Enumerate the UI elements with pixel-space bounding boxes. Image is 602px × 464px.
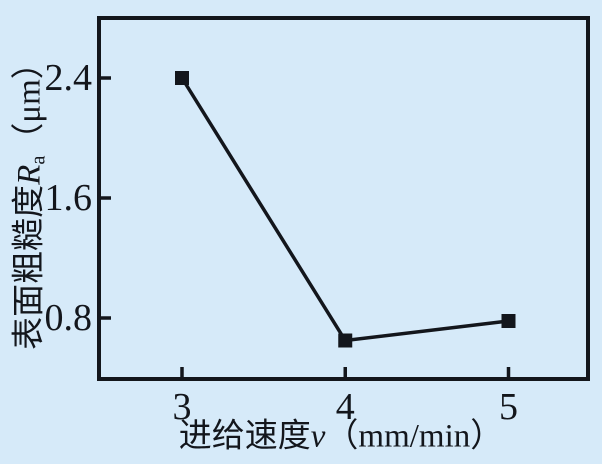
x-axis-title: 进给速度v（mm/min） <box>178 418 504 455</box>
y-tick-label: 2.4 <box>44 57 93 99</box>
y-axis-title: 表面粗糙度Ra（μm） <box>11 46 50 350</box>
plot-area <box>97 16 590 381</box>
x-axis-title-text: 进给速度 <box>178 418 311 455</box>
y-tick-label: 0.8 <box>44 297 93 339</box>
y-tick-label: 1.6 <box>44 177 93 219</box>
x-tick-label: 4 <box>335 386 355 428</box>
y-axis-variable-subscript: a <box>27 155 50 165</box>
x-axis-unit: （mm/min） <box>325 418 504 455</box>
y-axis-variable: R <box>11 164 48 185</box>
y-axis-title-text: 表面粗糙度 <box>11 184 48 350</box>
x-axis-variable: v <box>310 418 326 455</box>
y-axis-unit: （μm） <box>11 46 48 156</box>
x-tick-label: 3 <box>172 386 192 428</box>
x-tick-label: 5 <box>499 386 518 428</box>
